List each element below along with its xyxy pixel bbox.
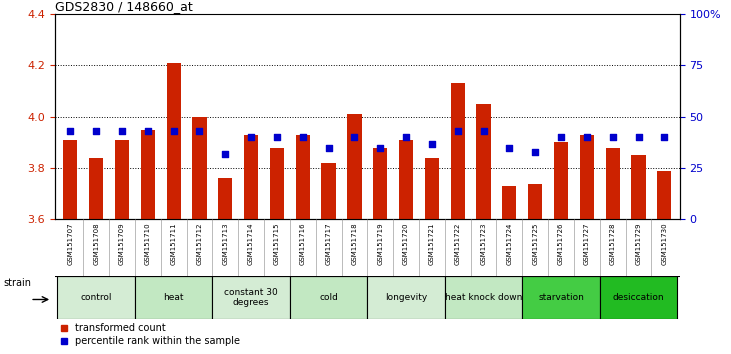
Point [168,129,180,134]
Text: GSM151720: GSM151720 [403,222,409,265]
Text: starvation: starvation [538,293,584,302]
Text: desiccation: desiccation [613,293,664,302]
Bar [632,155,645,219]
Text: strain: strain [4,278,31,288]
Bar [115,140,129,219]
Bar [63,140,77,219]
Text: GSM151716: GSM151716 [300,222,306,265]
Bar [290,276,367,319]
Text: GSM151711: GSM151711 [170,222,177,265]
Point [581,135,593,140]
Point [504,145,515,150]
Text: GSM151718: GSM151718 [352,222,357,265]
Bar [477,104,491,219]
Text: GSM151722: GSM151722 [455,222,461,265]
Text: heat knock down: heat knock down [445,293,522,302]
Text: GSM151708: GSM151708 [93,222,99,265]
Bar [89,158,103,219]
Point [426,141,438,146]
Bar [192,117,207,219]
Text: GSM151721: GSM151721 [429,222,435,265]
Point [607,135,618,140]
Bar [213,276,290,319]
Text: GSM151729: GSM151729 [635,222,642,265]
Point [323,145,335,150]
Bar [244,135,258,219]
Bar [270,148,284,219]
Text: GSM151715: GSM151715 [274,222,280,265]
Bar [367,276,444,319]
Text: constant 30
degrees: constant 30 degrees [224,288,278,307]
Text: GSM151714: GSM151714 [248,222,254,265]
Bar [554,143,568,219]
Bar [135,276,213,319]
Bar [502,186,517,219]
Point [400,135,412,140]
Text: GSM151726: GSM151726 [558,222,564,265]
Point [194,129,205,134]
Point [64,129,76,134]
Text: GSM151717: GSM151717 [325,222,332,265]
Text: GSM151707: GSM151707 [67,222,73,265]
Text: GSM151712: GSM151712 [197,222,202,265]
Point [116,129,128,134]
Bar [399,140,413,219]
Text: cold: cold [319,293,338,302]
Point [529,149,541,155]
Text: GDS2830 / 148660_at: GDS2830 / 148660_at [55,0,192,13]
Point [271,135,283,140]
Point [374,145,386,150]
Text: control: control [80,293,112,302]
Point [142,129,154,134]
Point [632,135,644,140]
Text: GSM151719: GSM151719 [377,222,383,265]
Point [219,151,231,156]
Bar [522,276,599,319]
Text: GSM151709: GSM151709 [119,222,125,265]
Bar [140,130,155,219]
Bar [425,158,439,219]
Point [349,135,360,140]
Bar [657,171,672,219]
Point [477,129,489,134]
Point [555,135,567,140]
Text: GSM151713: GSM151713 [222,222,228,265]
Bar [322,163,336,219]
Text: GSM151723: GSM151723 [480,222,487,265]
Point [246,135,257,140]
Bar [528,183,542,219]
Bar [58,276,135,319]
Legend: transformed count, percentile rank within the sample: transformed count, percentile rank withi… [60,324,240,346]
Bar [605,148,620,219]
Point [297,135,308,140]
Text: GSM151724: GSM151724 [507,222,512,265]
Bar [599,276,677,319]
Bar [373,148,387,219]
Text: GSM151730: GSM151730 [662,222,667,265]
Bar [167,63,181,219]
Text: GSM151727: GSM151727 [584,222,590,265]
Bar [218,178,232,219]
Bar [580,135,594,219]
Bar [444,276,522,319]
Text: GSM151710: GSM151710 [145,222,151,265]
Text: heat: heat [163,293,184,302]
Point [91,129,102,134]
Bar [295,135,310,219]
Bar [450,84,465,219]
Point [452,129,463,134]
Text: longevity: longevity [385,293,427,302]
Bar [347,114,362,219]
Text: GSM151728: GSM151728 [610,222,616,265]
Point [659,135,670,140]
Text: GSM151725: GSM151725 [532,222,538,265]
